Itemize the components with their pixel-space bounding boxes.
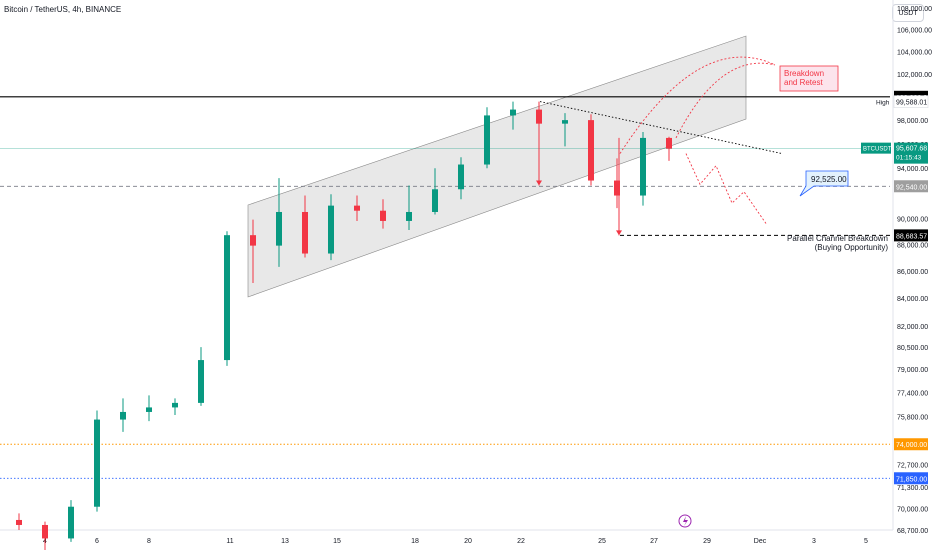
candle-body: [120, 411, 126, 420]
time-tick-label: 3: [812, 538, 816, 545]
price-tick-label: 72,700.00: [897, 463, 928, 470]
time-tick-label: 6: [95, 538, 99, 545]
candle-body: [614, 180, 620, 196]
price-level-badge-text: 88,683.57: [896, 233, 927, 240]
drop-arrow-1-head: [536, 180, 542, 186]
high-marker-label: High: [876, 100, 890, 107]
price-level-badge: [894, 180, 928, 193]
price-tick-label: 86,000.00: [897, 269, 928, 276]
symbol-badge: [861, 142, 891, 154]
high-marker-value: 99,588.01: [896, 100, 927, 107]
time-tick-label: 18: [411, 538, 419, 545]
price-tick-label: 68,700.00: [897, 528, 928, 535]
time-tick-label: 15: [333, 538, 341, 545]
time-tick-label: 29: [703, 538, 711, 545]
candle-countdown: 01:15:43: [896, 155, 922, 162]
price-tick-label: 71,300.00: [897, 485, 928, 492]
candle-body: [198, 360, 204, 403]
breakdown-retest-label: and Retest: [784, 78, 823, 87]
candle-body: [42, 524, 48, 539]
price-level-badge: [894, 229, 928, 242]
last-price-badge: [894, 142, 928, 164]
candle-body: [588, 120, 594, 181]
price-level-badge: [894, 438, 928, 451]
candle-body: [458, 164, 464, 190]
symbol-label: BTCUSDT: [863, 147, 892, 153]
price-tick-label: 106,000.00: [897, 28, 932, 35]
time-tick-label: 11: [226, 538, 233, 545]
time-tick-label: 25: [598, 538, 606, 545]
candle-body: [250, 235, 256, 246]
price-tick-label: 79,000.00: [897, 367, 928, 374]
time-tick-label: 22: [517, 538, 525, 545]
drop-arrow-2-head: [616, 230, 622, 236]
last-price-value: 95,607.68: [896, 146, 927, 153]
price-tick-label: 70,000.00: [897, 506, 928, 513]
time-tick-label: 20: [464, 538, 472, 545]
price-tick-label: 75,800.00: [897, 415, 928, 422]
price-callout-shape: [799, 170, 849, 197]
price-callout-label: 92,525.00: [811, 175, 847, 184]
candle-body: [146, 407, 152, 412]
candle-body: [406, 211, 412, 221]
price-level-badge-text: 74,000.00: [896, 442, 927, 449]
price-tick-label: 102,000.00: [897, 72, 932, 79]
candle-body: [354, 205, 360, 211]
breakdown-retest-box: [779, 65, 839, 92]
candle-body: [276, 211, 282, 246]
price-level-badge: [894, 472, 928, 485]
candle-body: [16, 519, 22, 525]
time-tick-label: 13: [281, 538, 289, 545]
retest-arc-2: [675, 62, 776, 139]
candle-body: [640, 137, 646, 196]
price-tick-label: 94,000.00: [897, 166, 928, 173]
channel-breakdown-label: Parallel Channel Breakdown: [787, 234, 888, 243]
candle-body: [68, 506, 74, 539]
candle-body: [172, 402, 178, 408]
candle-body: [562, 120, 568, 124]
descending-trendline: [539, 101, 783, 155]
price-tick-label: 80,500.00: [897, 345, 928, 352]
candle-body: [224, 235, 230, 361]
high-marker-badge: [893, 95, 929, 108]
time-tick-label: 27: [650, 538, 658, 545]
candle-body: [432, 189, 438, 212]
price-tick-label: 108,000.00: [897, 6, 932, 13]
parallel-channel: [247, 35, 747, 298]
price-tick-label: 82,000.00: [897, 324, 928, 331]
time-tick-label: 8: [147, 538, 151, 545]
price-tick-label: 88,000.00: [897, 242, 928, 249]
candle-body: [302, 211, 308, 254]
candle-body: [484, 115, 490, 165]
candle-body: [380, 210, 386, 221]
candle-body: [94, 419, 100, 507]
projection-path: [685, 153, 767, 224]
candle-body: [328, 205, 334, 254]
channel-breakdown-label: (Buying Opportunity): [815, 243, 889, 252]
retest-arc-1: [619, 56, 776, 154]
time-tick-label: Dec: [754, 538, 767, 545]
time-tick-label: 5: [864, 538, 868, 545]
price-tick-label: 90,000.00: [897, 216, 928, 223]
price-tick-label: 104,000.00: [897, 50, 932, 57]
breakdown-retest-label: Breakdown: [784, 69, 824, 78]
price-tick-label: 77,400.00: [897, 390, 928, 397]
candle-body: [666, 137, 672, 149]
candle-body: [510, 109, 516, 116]
price-tick-label: 98,000.00: [897, 118, 928, 125]
chart-title: Bitcoin / TetherUS, 4h, BINANCE: [4, 5, 122, 14]
price-level-badge-text: 71,850.00: [896, 476, 927, 483]
price-tick-label: 84,000.00: [897, 296, 928, 303]
price-level-badge-text: 92,540.00: [896, 184, 927, 191]
lightning-icon: [683, 516, 688, 526]
